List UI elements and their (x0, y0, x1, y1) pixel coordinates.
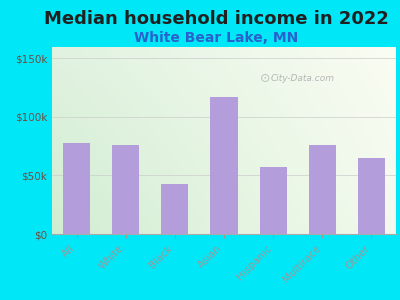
Bar (260, 167, 287, 234)
Bar (210, 97, 238, 234)
Bar (309, 145, 336, 234)
Text: City-Data.com: City-Data.com (271, 74, 335, 83)
Text: ⊙: ⊙ (260, 72, 270, 85)
Bar (63, 142, 90, 234)
Text: Median household income in 2022: Median household income in 2022 (44, 11, 388, 28)
Bar (112, 145, 139, 234)
Bar (161, 184, 188, 234)
Bar (358, 158, 385, 234)
Text: White Bear Lake, MN: White Bear Lake, MN (134, 32, 298, 46)
